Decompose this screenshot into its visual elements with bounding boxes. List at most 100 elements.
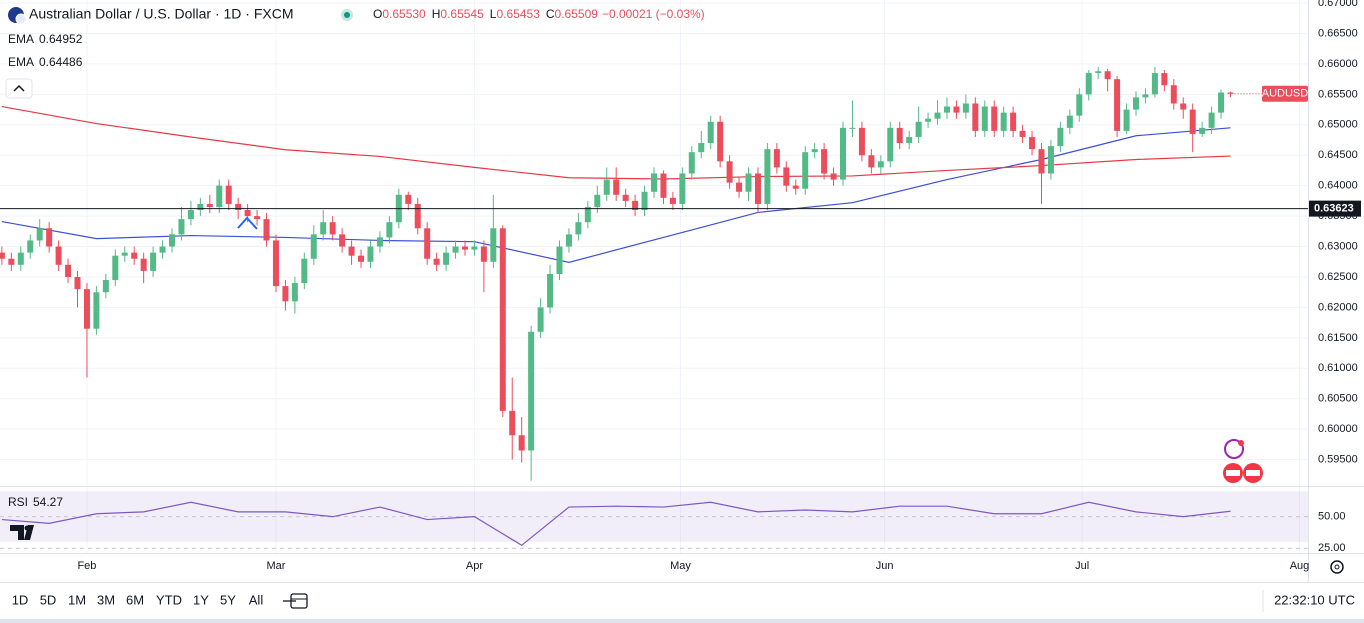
ema-line xyxy=(1,127,1231,263)
x-tick-label: Jul xyxy=(1075,560,1089,572)
candle-body xyxy=(1132,97,1139,110)
timeframe-button[interactable]: 1D xyxy=(12,592,29,607)
candle-body xyxy=(197,203,204,211)
y-tick-label: 0.62500 xyxy=(1318,271,1358,283)
y-tick-label: 0.63000 xyxy=(1318,240,1358,252)
timeframe-button[interactable]: 6M xyxy=(126,592,144,607)
candle-body xyxy=(1123,109,1130,131)
drawing-arrow[interactable] xyxy=(237,216,258,230)
candle-body xyxy=(547,273,554,308)
legend-label: EMA xyxy=(8,55,34,69)
candle-body xyxy=(216,185,223,207)
y-tick-label: 0.65000 xyxy=(1318,119,1358,131)
candle-body xyxy=(74,276,81,290)
candle-body xyxy=(490,228,497,262)
candle-body xyxy=(131,252,138,259)
candle-body xyxy=(499,228,506,411)
candle-body xyxy=(575,222,582,235)
candle-body xyxy=(1161,73,1168,86)
event-icon-detail xyxy=(1226,470,1240,476)
candle-body xyxy=(660,173,667,198)
candle-body xyxy=(471,246,478,250)
clock[interactable]: 22:32:10 UTC xyxy=(1274,592,1355,607)
symbol-flag-secondary xyxy=(15,13,27,25)
candle-body xyxy=(1029,136,1036,150)
timeframe-button[interactable]: All xyxy=(249,592,264,607)
candle-body xyxy=(641,191,648,211)
candle-body xyxy=(254,216,261,220)
candle-body xyxy=(159,246,166,253)
ohlc-label: L xyxy=(490,7,497,21)
ohlc-value: 0.65545 xyxy=(440,7,484,21)
rsi-line xyxy=(1,501,1231,547)
candle-body xyxy=(603,179,610,195)
legend: EMA 0.64952 EMA 0.64486 xyxy=(8,32,83,69)
candle-body xyxy=(0,252,5,259)
collapse-button[interactable] xyxy=(5,78,33,99)
candle-body xyxy=(244,210,251,217)
candle-body xyxy=(811,149,818,153)
candle-body xyxy=(754,173,761,204)
candle-body xyxy=(348,246,355,256)
timeframe-button[interactable]: 3M xyxy=(97,592,115,607)
ohlc-value: 0.65530 xyxy=(382,7,426,21)
y-tick-label: 0.65500 xyxy=(1318,88,1358,100)
rsi-legend-value: 54.27 xyxy=(33,495,63,509)
y-tick-label: 0.61500 xyxy=(1318,332,1358,344)
ohlc-label: O xyxy=(373,7,382,21)
candle-body xyxy=(698,143,705,153)
candle-body xyxy=(386,222,393,238)
timeframe-button[interactable]: YTD xyxy=(156,592,182,607)
horizontal-line-tag xyxy=(1309,200,1361,217)
candle-body xyxy=(858,127,865,156)
x-tick-label: Jun xyxy=(876,560,894,572)
candle-body xyxy=(688,152,695,174)
candle-body xyxy=(8,258,15,265)
candle-body xyxy=(102,280,109,293)
candle-body xyxy=(556,246,563,274)
candle-body xyxy=(849,127,856,129)
ohlc-value: 0.65453 xyxy=(496,7,540,21)
candle-body xyxy=(206,203,213,207)
candle-body xyxy=(329,222,336,235)
rsi-pane xyxy=(0,487,1308,553)
rsi-tick-label: 50.00 xyxy=(1318,511,1346,523)
timeframe-button[interactable]: 5Y xyxy=(220,592,236,607)
candle-body xyxy=(707,121,714,144)
candle-body xyxy=(1114,79,1121,131)
settings-button[interactable] xyxy=(1330,560,1344,574)
candle-body xyxy=(1208,112,1215,128)
candle-body xyxy=(282,286,289,302)
symbol-tag xyxy=(1262,85,1308,102)
symbol-tag-label: AUDUSD xyxy=(1262,88,1309,100)
plot xyxy=(0,66,1234,547)
timeframe-button[interactable]: 1Y xyxy=(193,592,209,607)
candle-body xyxy=(112,255,119,281)
candle-body xyxy=(187,210,194,220)
x-tick-label: May xyxy=(670,560,691,572)
candle-body xyxy=(1085,73,1092,95)
rsi-band xyxy=(0,491,1308,542)
candle-body xyxy=(272,240,279,287)
candle-body xyxy=(925,118,932,122)
candle-body xyxy=(320,222,327,235)
candle-body xyxy=(65,264,72,277)
rsi-tick-label: 25.00 xyxy=(1318,542,1346,554)
candle-body xyxy=(934,112,941,119)
candle-body xyxy=(443,252,450,265)
timeframe-button[interactable]: 1M xyxy=(68,592,86,607)
rsi-legend-label: RSI xyxy=(8,495,28,509)
timeframe-button[interactable]: 5D xyxy=(40,592,57,607)
candle-body xyxy=(991,106,998,131)
y-tick-label: 0.67000 xyxy=(1318,0,1358,9)
candle-body xyxy=(235,203,242,211)
candle-body xyxy=(1038,149,1045,174)
collapse-icon xyxy=(13,84,25,92)
candle-body xyxy=(1189,109,1196,134)
settings-icon xyxy=(1334,564,1340,570)
y-tick-label: 0.60000 xyxy=(1318,423,1358,435)
x-tick-label: Aug xyxy=(1290,560,1310,572)
candle-body xyxy=(480,246,487,262)
candle-body xyxy=(565,234,572,247)
